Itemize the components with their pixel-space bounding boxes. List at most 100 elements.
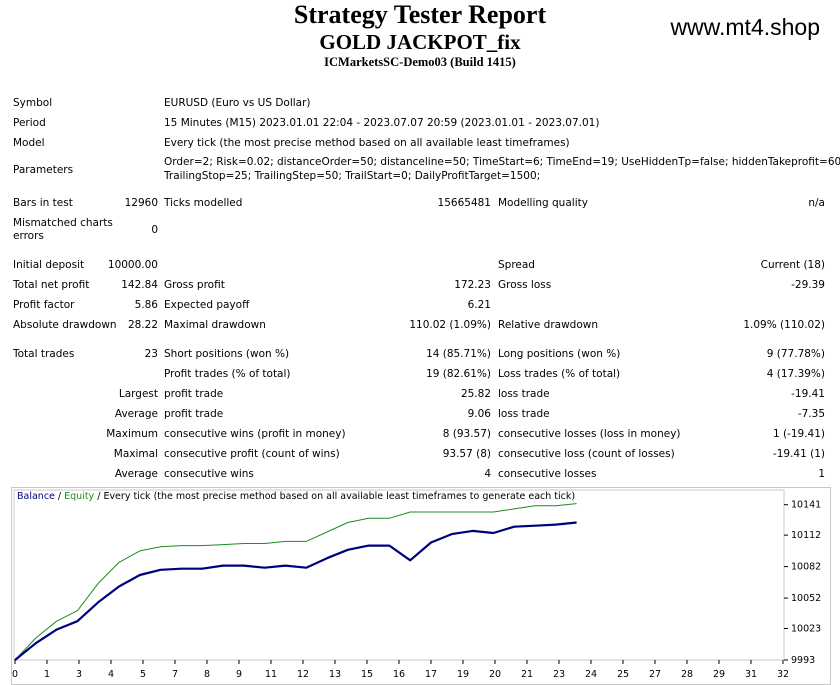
server-build: ICMarketsSC-Demo03 (Build 1415) — [324, 55, 516, 69]
y-tick-label: 9993 — [791, 655, 815, 666]
maximal-consecutive-profit-label: consecutive profit (count of wins) — [164, 448, 340, 460]
maximal-consecutive-loss-value: -19.41 (1) — [772, 448, 825, 460]
x-tick-label: 16 — [393, 669, 405, 680]
ea-name: GOLD JACKPOT_fix — [319, 30, 521, 54]
parameters-label: Parameters — [13, 164, 74, 176]
x-tick-label: 19 — [457, 669, 469, 680]
chart-svg: 0 1 3 4 5 7 8 9 11 12 13 15 16 17 19 20 21 23 24 25 27 28 29 31… — [12, 489, 821, 680]
long-positions-label: Long positions (won %) — [498, 348, 621, 360]
spread-label: Spread — [498, 259, 535, 271]
legend-balance: Balance — [17, 491, 55, 502]
x-tick-label: 29 — [713, 669, 725, 680]
y-tick-label: 10052 — [791, 593, 821, 604]
average-loss-value: -7.35 — [797, 408, 825, 420]
parameters-line-1: Order=2; Risk=0.02; distanceOrder=50; di… — [164, 156, 840, 168]
average-consecutive-wins-label: consecutive wins — [164, 468, 254, 480]
max-consecutive-wins-value: 8 (93.57) — [442, 428, 491, 440]
loss-trades-label: Loss trades (% of total) — [498, 368, 621, 380]
largest-profit-label: profit trade — [164, 388, 224, 400]
relative-drawdown-value: 1.09% (110.02) — [743, 319, 825, 331]
max-consecutive-losses-label: consecutive losses (loss in money) — [498, 428, 681, 440]
bars-value: 12960 — [124, 197, 158, 209]
x-tick-label: 1 — [44, 669, 50, 680]
report-title: Strategy Tester Report — [293, 0, 547, 29]
x-tick-label: 8 — [204, 669, 210, 680]
relative-drawdown-label: Relative drawdown — [498, 319, 599, 331]
max-consecutive-wins-label: consecutive wins (profit in money) — [164, 428, 346, 440]
gross-profit-value: 172.23 — [454, 279, 491, 291]
maximal-drawdown-label: Maximal drawdown — [164, 319, 266, 331]
model-value: Every tick (the most precise method base… — [164, 137, 570, 149]
balance-chart: 0 1 3 4 5 7 8 9 11 12 13 15 16 17 19 20 21 23 24 25 27 28 29 31… — [11, 487, 831, 685]
period-value: 15 Minutes (M15) 2023.01.01 22:04 - 2023… — [164, 117, 600, 129]
bars-label: Bars in test — [13, 197, 73, 209]
site-watermark: www.mt4.shop — [670, 14, 820, 40]
net-profit-value: 142.84 — [121, 279, 158, 291]
maximal-label: Maximal — [113, 448, 158, 460]
mismatched-label-2: errors — [13, 230, 44, 242]
maximal-consecutive-loss-label: consecutive loss (count of losses) — [498, 448, 675, 460]
expected-payoff-label: Expected payoff — [164, 299, 250, 311]
average-loss-label: loss trade — [498, 408, 550, 420]
average-profit-label: profit trade — [164, 408, 224, 420]
symbol-value: EURUSD (Euro vs US Dollar) — [164, 97, 311, 109]
long-positions-value: 9 (77.78%) — [766, 348, 825, 360]
x-tick-label: 28 — [681, 669, 693, 680]
profit-factor-label: Profit factor — [13, 299, 75, 311]
average-consecutive-wins-value: 4 — [484, 468, 491, 480]
y-tick-label: 10141 — [791, 500, 821, 511]
legend-description: Every tick (the most precise method base… — [103, 491, 576, 502]
legend-equity: Equity — [64, 491, 95, 502]
short-positions-value: 14 (85.71%) — [426, 348, 491, 360]
gross-loss-label: Gross loss — [498, 279, 552, 291]
ticks-value: 15665481 — [437, 197, 491, 209]
gross-loss-value: -29.39 — [791, 279, 825, 291]
x-tick-label: 5 — [140, 669, 146, 680]
x-tick-label: 11 — [265, 669, 277, 680]
x-tick-label: 9 — [236, 669, 242, 680]
profit-factor-value: 5.86 — [134, 299, 158, 311]
chart-legend: Balance / Equity / Every tick (the most … — [17, 491, 575, 502]
legend-sep-2: / — [94, 491, 104, 502]
spread-value: Current (18) — [760, 259, 825, 271]
x-tick-label: 23 — [553, 669, 565, 680]
expected-payoff-value: 6.21 — [467, 299, 491, 311]
legend-sep-1: / — [54, 491, 65, 502]
x-tick-label: 27 — [649, 669, 661, 680]
x-tick-label: 24 — [585, 669, 597, 680]
largest-loss-label: loss trade — [498, 388, 550, 400]
x-tick-label: 0 — [12, 669, 18, 680]
x-tick-label: 3 — [76, 669, 82, 680]
x-tick-label: 15 — [361, 669, 373, 680]
total-trades-label: Total trades — [13, 348, 75, 360]
short-positions-label: Short positions (won %) — [164, 348, 290, 360]
y-tick-label: 10023 — [791, 624, 821, 635]
largest-profit-value: 25.82 — [460, 388, 491, 400]
ticks-label: Ticks modelled — [164, 197, 243, 209]
average-consecutive-losses-label: consecutive losses — [498, 468, 597, 480]
average-label: Average — [114, 408, 158, 420]
total-trades-value: 23 — [144, 348, 158, 360]
net-profit-label: Total net profit — [13, 279, 90, 291]
largest-loss-value: -19.41 — [791, 388, 825, 400]
x-tick-label: 13 — [329, 669, 341, 680]
x-tick-label: 12 — [297, 669, 309, 680]
maximal-consecutive-profit-value: 93.57 (8) — [442, 448, 491, 460]
x-tick-label: 4 — [108, 669, 114, 680]
mismatched-value: 0 — [151, 224, 158, 236]
equity-line — [14, 503, 577, 661]
period-label: Period — [13, 117, 46, 129]
x-tick-label: 25 — [617, 669, 629, 680]
balance-line — [14, 521, 577, 661]
average-profit-value: 9.06 — [467, 408, 491, 420]
profit-trades-label: Profit trades (% of total) — [164, 368, 291, 380]
quality-label: Modelling quality — [498, 197, 588, 209]
x-tick-label: 7 — [172, 669, 178, 680]
x-tick-label: 31 — [745, 669, 757, 680]
absolute-drawdown-label: Absolute drawdown — [13, 319, 117, 331]
x-tick-label: 32 — [777, 669, 789, 680]
deposit-value: 10000.00 — [107, 259, 158, 271]
mismatched-label-1: Mismatched charts — [13, 217, 113, 229]
maximum-label: Maximum — [106, 428, 158, 440]
x-tick-label: 21 — [521, 669, 533, 680]
